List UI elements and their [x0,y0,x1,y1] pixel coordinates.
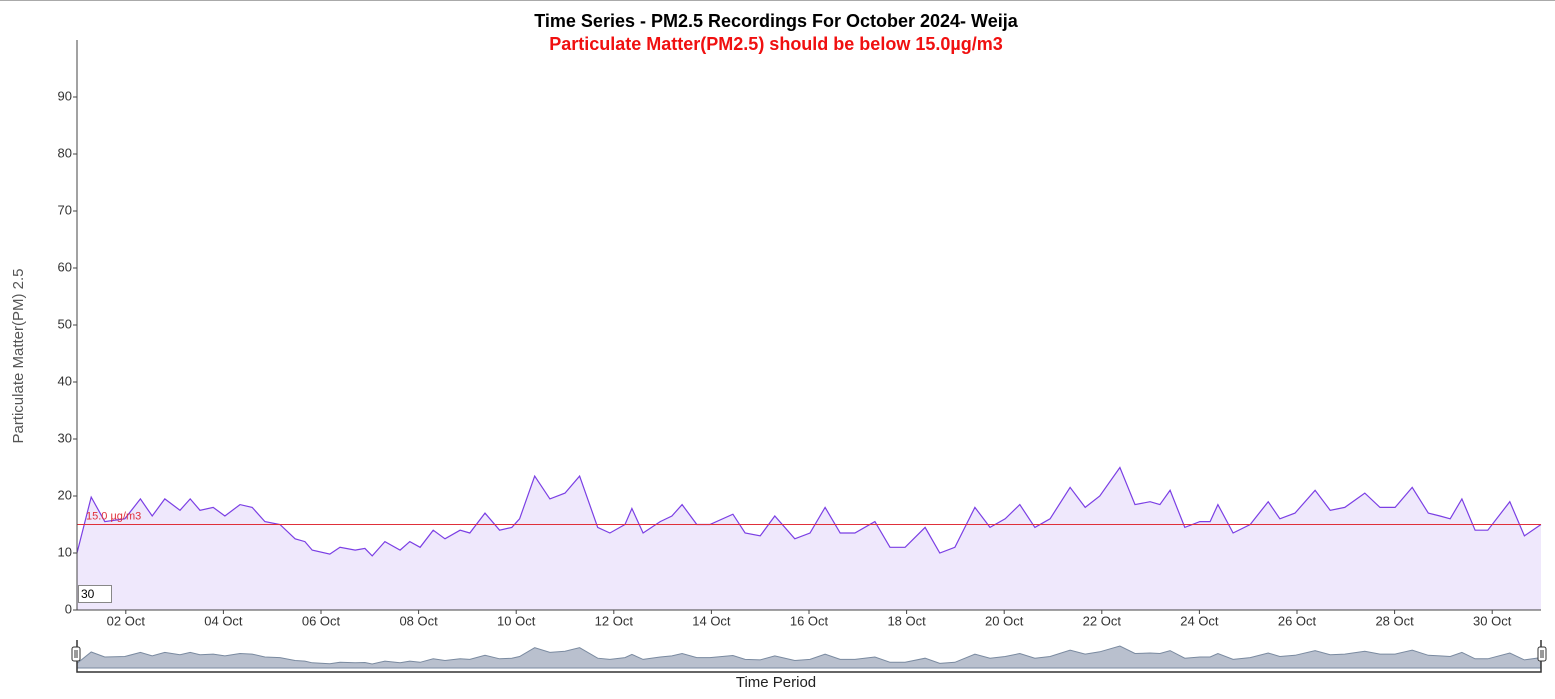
chart-title: Time Series - PM2.5 Recordings For Octob… [534,11,1018,31]
line [76,466,1542,557]
range-handle[interactable] [1537,646,1547,662]
roll-period-input[interactable] [78,585,112,603]
x-tick-label: 28 Oct [1375,613,1414,628]
x-tick-label: 06 Oct [302,613,341,628]
y-tick-label: 30 [58,430,72,445]
range-handle[interactable] [71,646,81,662]
x-tick-label: 26 Oct [1278,613,1317,628]
x-tick-label: 24 Oct [1180,613,1219,628]
chart-subtitle: Particulate Matter(PM2.5) should be belo… [549,34,1002,54]
x-tick-label: 02 Oct [107,613,146,628]
y-tick-label: 50 [58,316,72,331]
x-tick-label: 08 Oct [399,613,438,628]
x-tick-label: 22 Oct [1083,613,1122,628]
x-tick-label: 30 Oct [1473,613,1512,628]
y-tick-label: 90 [58,88,72,103]
x-tick-label: 14 Oct [692,613,731,628]
range-area [76,645,1542,669]
x-tick-label: 04 Oct [204,613,243,628]
x-axis-label: Time Period [736,674,816,691]
y-tick-label: 60 [58,259,72,274]
y-axis-label: Particulate Matter(PM) 2.5 [10,268,27,443]
threshold-label: 15.0 µg/m3 [86,510,141,522]
x-tick-label: 20 Oct [985,613,1024,628]
x-tick-label: 10 Oct [497,613,536,628]
y-tick-label: 20 [58,487,72,502]
x-tick-label: 16 Oct [790,613,829,628]
y-tick-label: 40 [58,373,72,388]
y-tick-label: 80 [58,145,72,160]
x-tick-label: 12 Oct [595,613,634,628]
y-tick-label: 0 [65,601,72,616]
y-tick-label: 10 [58,544,72,559]
x-tick-label: 18 Oct [887,613,926,628]
y-tick-label: 70 [58,202,72,217]
